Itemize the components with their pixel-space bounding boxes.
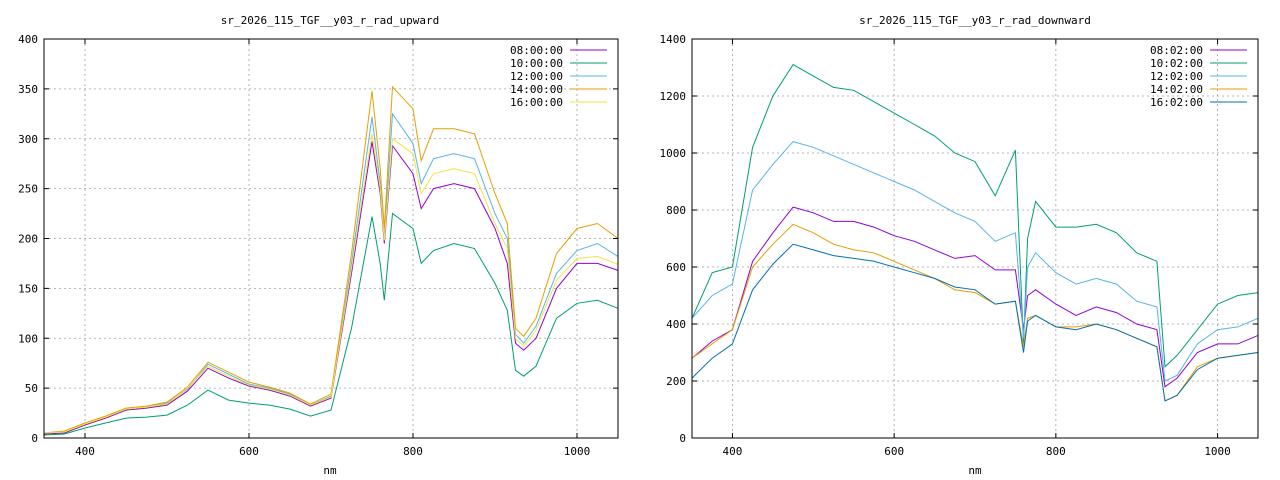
grid <box>692 39 1258 438</box>
chart-title: sr_2026_115_TGF__y03_r_rad_downward <box>859 14 1091 27</box>
legend-label: 12:00:00 <box>510 70 563 83</box>
series-line <box>43 212 619 436</box>
grid <box>44 39 618 438</box>
chart-title: sr_2026_115_TGF__y03_r_rad_upward <box>221 14 440 27</box>
y-tick-label: 0 <box>679 432 686 445</box>
x-tick-label: 800 <box>1046 445 1066 458</box>
legend-label: 10:02:00 <box>1150 57 1203 70</box>
y-tick-label: 800 <box>666 204 686 217</box>
y-tick-label: 600 <box>666 261 686 274</box>
series-line <box>691 223 1259 402</box>
series-line <box>43 112 619 434</box>
y-tick-label: 150 <box>18 282 38 295</box>
x-axis-label: nm <box>968 464 982 477</box>
ticks: 400 600 800 1000 0 200 400 600 800 1000 1200 1400 <box>660 33 1258 458</box>
x-tick-label: 600 <box>884 445 904 458</box>
y-tick-label: 400 <box>18 33 38 46</box>
chart-upward: sr_2026_115_TGF__y03_r_rad_upward nm 400… <box>18 14 619 477</box>
chart-downward: sr_2026_115_TGF__y03_r_rad_downward nm 4… <box>660 14 1259 477</box>
x-tick-label: 1000 <box>1204 445 1231 458</box>
legend-label: 08:00:00 <box>510 44 563 57</box>
y-tick-label: 1400 <box>660 33 687 46</box>
plot-frame <box>691 38 1259 439</box>
x-tick-label: 600 <box>239 445 259 458</box>
series-lines <box>691 63 1259 402</box>
x-axis-label: nm <box>323 464 337 477</box>
x-tick-label: 400 <box>75 445 95 458</box>
y-tick-label: 100 <box>18 332 38 345</box>
y-tick-label: 1000 <box>660 147 687 160</box>
legend-label: 12:02:00 <box>1150 70 1203 83</box>
y-tick-label: 400 <box>666 318 686 331</box>
y-tick-label: 200 <box>18 233 38 246</box>
series-line <box>43 133 619 434</box>
legend-label: 10:00:00 <box>510 57 563 70</box>
y-tick-label: 250 <box>18 183 38 196</box>
x-tick-label: 800 <box>403 445 423 458</box>
y-tick-label: 200 <box>666 375 686 388</box>
y-tick-label: 1200 <box>660 90 687 103</box>
legend-label: 14:02:00 <box>1150 83 1203 96</box>
y-tick-label: 50 <box>25 382 38 395</box>
series-lines <box>43 85 619 436</box>
legend-label: 08:02:00 <box>1150 44 1203 57</box>
series-line <box>691 63 1259 368</box>
series-line <box>691 206 1259 388</box>
x-tick-label: 1000 <box>564 445 591 458</box>
series-line <box>691 243 1259 402</box>
series-line <box>43 85 619 434</box>
y-tick-label: 300 <box>18 133 38 146</box>
series-line <box>691 141 1259 382</box>
legend-label: 14:00:00 <box>510 83 563 96</box>
x-tick-label: 400 <box>722 445 742 458</box>
legend-label: 16:02:00 <box>1150 96 1203 109</box>
ticks: 400 600 800 1000 0 50 100 150 200 250 300 350 400 <box>18 33 618 458</box>
series-line <box>43 141 619 435</box>
y-tick-label: 0 <box>31 432 38 445</box>
legend-label: 16:00:00 <box>510 96 563 109</box>
y-tick-label: 350 <box>18 83 38 96</box>
